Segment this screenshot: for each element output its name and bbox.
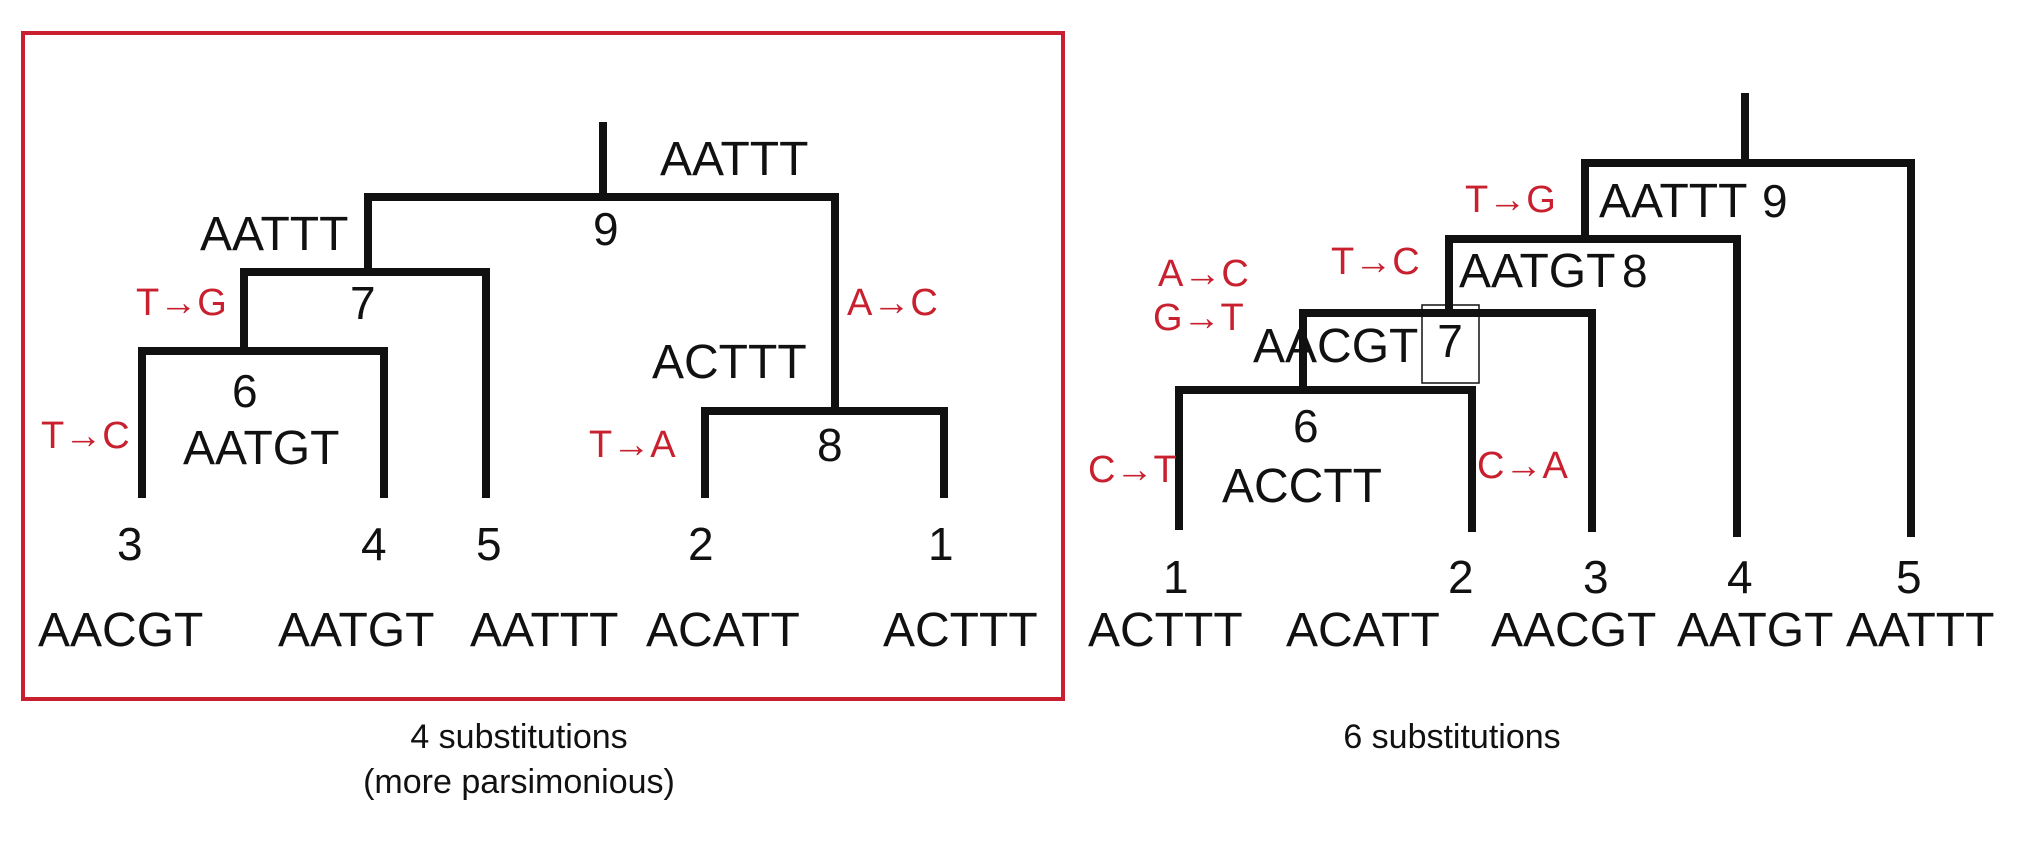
right-tree-panel: AATTT 9 AATGT 8 AACGT 7 6 ACCTT T→G T→C … bbox=[1088, 93, 1994, 756]
right-sub-a-c: A→C bbox=[1158, 253, 1249, 295]
right-leaf-4-num: 4 bbox=[1727, 551, 1753, 603]
right-leaf-2-seq: ACATT bbox=[1286, 604, 1440, 657]
left-node-6-num: 6 bbox=[232, 365, 258, 417]
right-node-9-seq: AATTT bbox=[1599, 175, 1747, 228]
left-leaf-5-num: 5 bbox=[476, 518, 502, 570]
left-leaf-4-seq: AATGT bbox=[278, 604, 434, 657]
right-leaf-1-num: 1 bbox=[1163, 551, 1189, 603]
left-tree-branches bbox=[138, 122, 948, 498]
left-node-9-num: 9 bbox=[593, 203, 619, 255]
right-leaf-3-seq: AACGT bbox=[1491, 604, 1656, 657]
right-sub-g-t: G→T bbox=[1153, 297, 1244, 339]
left-leaf-1-num: 1 bbox=[928, 518, 954, 570]
right-sub-c-t: C→T bbox=[1088, 449, 1177, 491]
right-leaf-5-seq: AATTT bbox=[1846, 604, 1994, 657]
left-leaf-1-seq: ACTTT bbox=[883, 604, 1038, 657]
left-sub-t-a: T→A bbox=[589, 424, 676, 466]
left-sub-a-c: A→C bbox=[847, 282, 938, 324]
right-node-8-seq: AATGT bbox=[1459, 245, 1615, 298]
left-node-8-num: 8 bbox=[817, 419, 843, 471]
parsimony-highlight-box bbox=[21, 31, 1065, 701]
right-node-6-seq: ACCTT bbox=[1222, 460, 1382, 513]
right-sub-t-g: T→G bbox=[1465, 179, 1556, 221]
right-node-7-seq: AACGT bbox=[1253, 320, 1418, 373]
left-sub-t-c: T→C bbox=[41, 415, 130, 457]
right-leaf-5-num: 5 bbox=[1896, 551, 1922, 603]
left-leaf-4-num: 4 bbox=[361, 518, 387, 570]
left-caption-line1: 4 substitutions bbox=[410, 718, 627, 756]
left-tree-panel: AATTT 9 AATTT 7 6 AATGT ACTTT 8 T→G T→C … bbox=[21, 31, 1065, 801]
left-node-9-seq: AATTT bbox=[660, 133, 808, 186]
left-leaf-2-seq: ACATT bbox=[646, 604, 800, 657]
right-node-7-label-box bbox=[1421, 304, 1480, 384]
left-node-8-seq: ACTTT bbox=[652, 336, 807, 389]
left-node-6-seq: AATGT bbox=[183, 422, 339, 475]
right-leaf-4-seq: AATGT bbox=[1677, 604, 1833, 657]
left-leaf-2-num: 2 bbox=[688, 518, 714, 570]
right-node-8-num: 8 bbox=[1622, 245, 1648, 297]
left-caption-line2: (more parsimonious) bbox=[363, 763, 675, 801]
left-node-7-seq: AATTT bbox=[200, 208, 348, 261]
right-caption: 6 substitutions bbox=[1343, 718, 1560, 756]
right-sub-t-c: T→C bbox=[1331, 241, 1420, 283]
right-leaf-2-num: 2 bbox=[1448, 551, 1474, 603]
left-leaf-3-seq: AACGT bbox=[38, 604, 203, 657]
left-leaf-5-seq: AATTT bbox=[470, 604, 618, 657]
right-tree-branches bbox=[1175, 93, 1915, 537]
right-leaf-1-seq: ACTTT bbox=[1088, 604, 1243, 657]
right-leaf-3-num: 3 bbox=[1583, 551, 1609, 603]
left-node-7-num: 7 bbox=[350, 277, 376, 329]
right-node-7-num: 7 bbox=[1437, 315, 1463, 367]
right-node-9-num: 9 bbox=[1762, 175, 1788, 227]
right-node-6-num: 6 bbox=[1293, 400, 1319, 452]
left-leaf-3-num: 3 bbox=[117, 518, 143, 570]
left-sub-t-g: T→G bbox=[136, 282, 227, 324]
right-sub-c-a: C→A bbox=[1477, 445, 1568, 487]
